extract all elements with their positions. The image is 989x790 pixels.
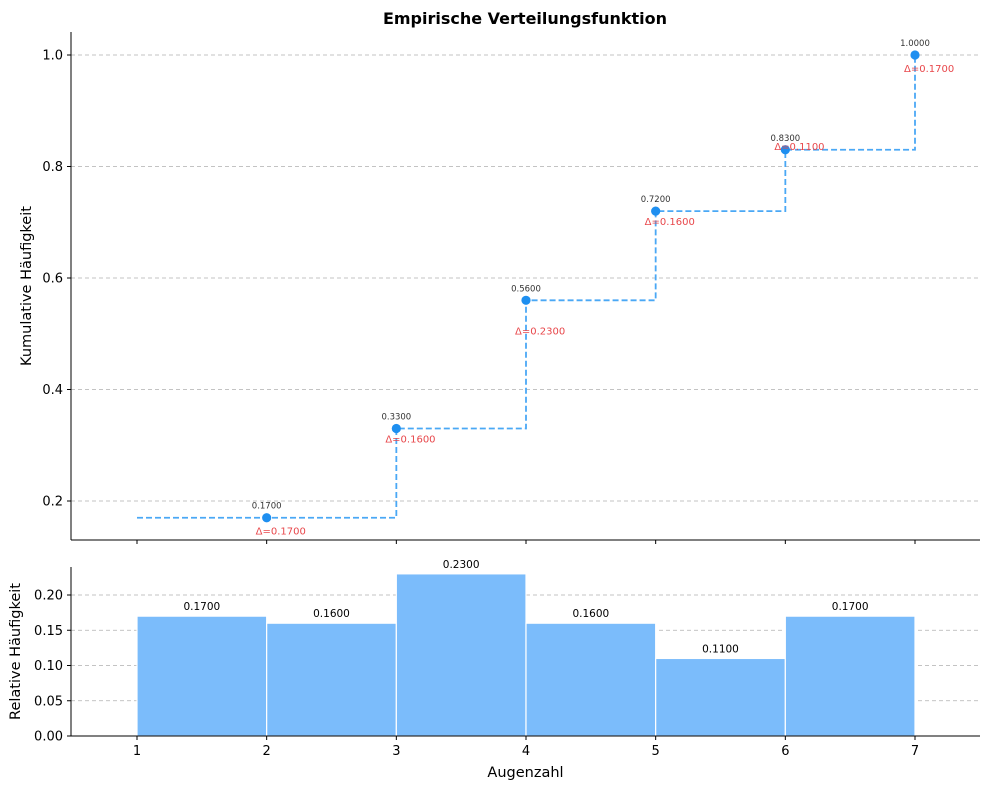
hist-xtick-label: 4	[522, 744, 530, 759]
hist-bar	[266, 622, 397, 737]
ecdf-point	[262, 513, 272, 523]
ecdf-delta-label: Δ=0.1700	[904, 64, 954, 75]
ecdf-point	[521, 295, 531, 305]
hist-ytick-label: 0.05	[34, 694, 63, 709]
hist-bar-label: 0.1600	[313, 608, 350, 620]
hist-bar-label: 0.1700	[183, 601, 220, 613]
ecdf-point-label: 0.7200	[641, 195, 671, 205]
hist-xtick-label: 1	[133, 744, 141, 759]
hist-bar	[655, 657, 786, 737]
ecdf-point-label: 0.8300	[770, 134, 800, 144]
ecdf-plot: 0.2 0.4 0.6 0.8 1.0 Kumulative Häufigkeit 0.17…	[19, 32, 980, 544]
hist-xtick-label: 3	[392, 744, 400, 759]
ecdf-point-label: 1.0000	[900, 39, 930, 49]
ecdf-ytick-label: 0.6	[42, 272, 63, 287]
ecdf-point	[651, 206, 661, 216]
ecdf-ytick-label: 0.8	[42, 160, 63, 175]
hist-bar	[784, 615, 916, 737]
hist-bar-label: 0.2300	[443, 559, 480, 571]
hist-xlabel: Augenzahl	[487, 765, 563, 781]
ecdf-point-label: 0.5600	[511, 284, 541, 294]
ecdf-ytick-label: 0.4	[42, 383, 63, 398]
ecdf-delta-label: Δ=0.1100	[774, 142, 824, 153]
ecdf-point	[391, 423, 401, 434]
ecdf-ytick-label: 1.0	[42, 49, 63, 64]
ecdf-ytick-label: 0.2	[42, 495, 63, 510]
ecdf-point-label: 0.1700	[252, 502, 282, 512]
hist-xtick-label: 7	[911, 744, 919, 759]
ecdf-delta-label: Δ=0.2300	[515, 326, 565, 337]
hist-bar-label: 0.1600	[572, 608, 609, 620]
hist-bar-label: 0.1100	[702, 643, 739, 655]
histogram-plot: 0.00 0.05 0.10 0.15 0.20 0.1700 0.1600 0.2300 0.…	[8, 559, 980, 781]
ecdf-point	[780, 145, 790, 155]
hist-ylabel: Relative Häufigkeit	[8, 583, 24, 720]
ecdf-delta-label: Δ=0.1600	[645, 217, 695, 228]
hist-ytick-label: 0.15	[34, 624, 63, 639]
ecdf-point-label: 0.3300	[381, 413, 411, 423]
hist-bar	[525, 622, 657, 737]
hist-bar	[136, 615, 268, 737]
ecdf-delta-label: Δ=0.1600	[385, 435, 435, 446]
hist-xtick-label: 6	[781, 744, 789, 759]
hist-ytick-label: 0.20	[34, 589, 63, 604]
hist-ytick-label: 0.00	[34, 730, 63, 745]
ecdf-point	[910, 50, 920, 60]
hist-xtick-label: 5	[652, 744, 660, 759]
hist-bar	[395, 573, 527, 737]
chart-title: Empirische Verteilungsfunktion	[383, 9, 667, 28]
hist-bar-label: 0.1700	[832, 601, 869, 613]
ecdf-delta-label: Δ=0.1700	[256, 527, 306, 538]
ecdf-ylabel: Kumulative Häufigkeit	[19, 206, 35, 366]
hist-ytick-label: 0.10	[34, 659, 63, 674]
hist-xtick-label: 2	[263, 744, 271, 759]
ecdf-step-line	[137, 55, 916, 519]
